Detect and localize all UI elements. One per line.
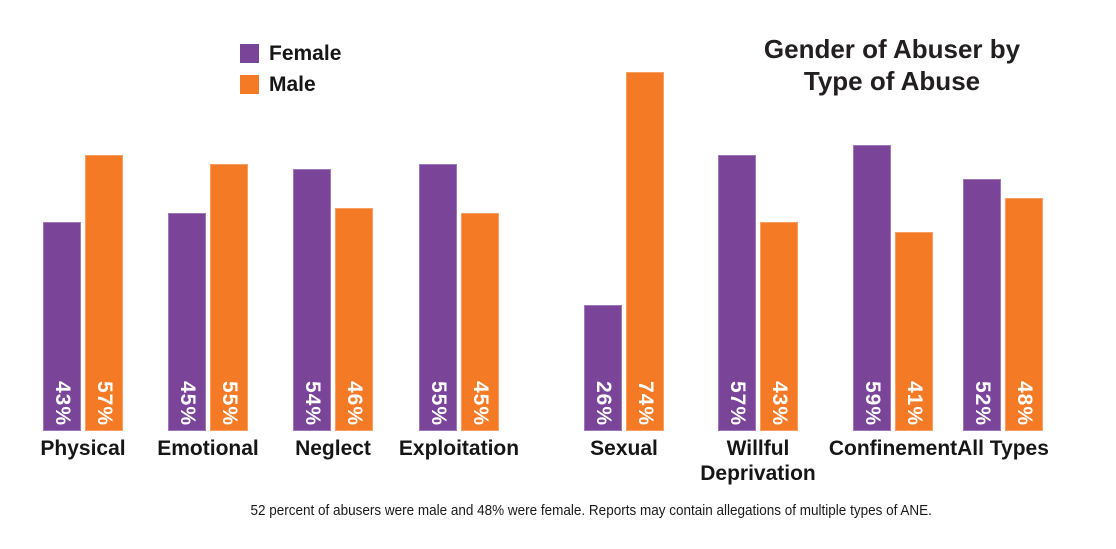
bar-female-exploitation: 55%	[419, 164, 457, 431]
bar-value-male-sexual: 74%	[634, 380, 657, 426]
bar-male-emotional: 55%	[210, 164, 248, 431]
category-label-physical: Physical	[40, 437, 126, 460]
bar-value-female-exploitation: 55%	[427, 380, 450, 426]
bar-value-female-emotional: 45%	[176, 380, 199, 426]
category-label-all-types: All Types	[957, 437, 1049, 460]
chart-title: Gender of Abuser by Type of Abuse	[763, 34, 1021, 96]
bar-value-female-sexual: 26%	[592, 380, 615, 426]
bar-value-female-all-types: 52%	[971, 380, 994, 426]
bar-value-male-all-types: 48%	[1013, 380, 1036, 426]
bar-male-sexual: 74%	[626, 72, 664, 431]
bar-female-all-types: 52%	[963, 179, 1001, 431]
bar-female-physical: 43%	[43, 222, 81, 431]
category-label-neglect: Neglect	[295, 437, 371, 460]
legend-swatch-female	[240, 44, 259, 63]
bar-male-physical: 57%	[85, 155, 123, 431]
category-label-sexual: Sexual	[590, 437, 658, 460]
bar-value-male-emotional: 55%	[218, 380, 241, 426]
bar-male-willful-deprivation: 43%	[760, 222, 798, 431]
bar-female-neglect: 54%	[293, 169, 331, 431]
bar-male-neglect: 46%	[335, 208, 373, 431]
category-label-exploitation: Exploitation	[398, 437, 520, 460]
bar-female-sexual: 26%	[584, 305, 622, 431]
legend-item-female: Female	[240, 42, 342, 65]
bar-value-female-willful-deprivation: 57%	[726, 380, 749, 426]
bar-female-emotional: 45%	[168, 213, 206, 431]
legend-swatch-male	[240, 75, 259, 94]
bar-value-male-confinement: 41%	[903, 380, 926, 426]
bar-value-male-neglect: 46%	[343, 380, 366, 426]
bar-value-male-willful-deprivation: 43%	[768, 380, 791, 426]
bar-female-confinement: 59%	[853, 145, 891, 431]
category-label-confinement: Confinement	[828, 437, 958, 460]
bar-value-female-confinement: 59%	[861, 380, 884, 426]
legend-label-male: Male	[269, 73, 316, 96]
footnote: 52 percent of abusers were male and 48% …	[250, 502, 932, 519]
category-label-willful-deprivation: Willful Deprivation	[700, 437, 816, 485]
bar-male-all-types: 48%	[1005, 198, 1043, 431]
legend-label-female: Female	[269, 42, 342, 65]
legend: Female Male	[240, 42, 342, 106]
bar-value-male-physical: 57%	[93, 380, 116, 426]
bar-value-male-exploitation: 45%	[469, 380, 492, 426]
bar-male-exploitation: 45%	[461, 213, 499, 431]
bar-male-confinement: 41%	[895, 232, 933, 431]
bar-female-willful-deprivation: 57%	[718, 155, 756, 431]
legend-item-male: Male	[240, 73, 341, 96]
bar-value-female-neglect: 54%	[301, 380, 324, 426]
category-label-emotional: Emotional	[157, 437, 259, 460]
bar-value-female-physical: 43%	[51, 380, 74, 426]
